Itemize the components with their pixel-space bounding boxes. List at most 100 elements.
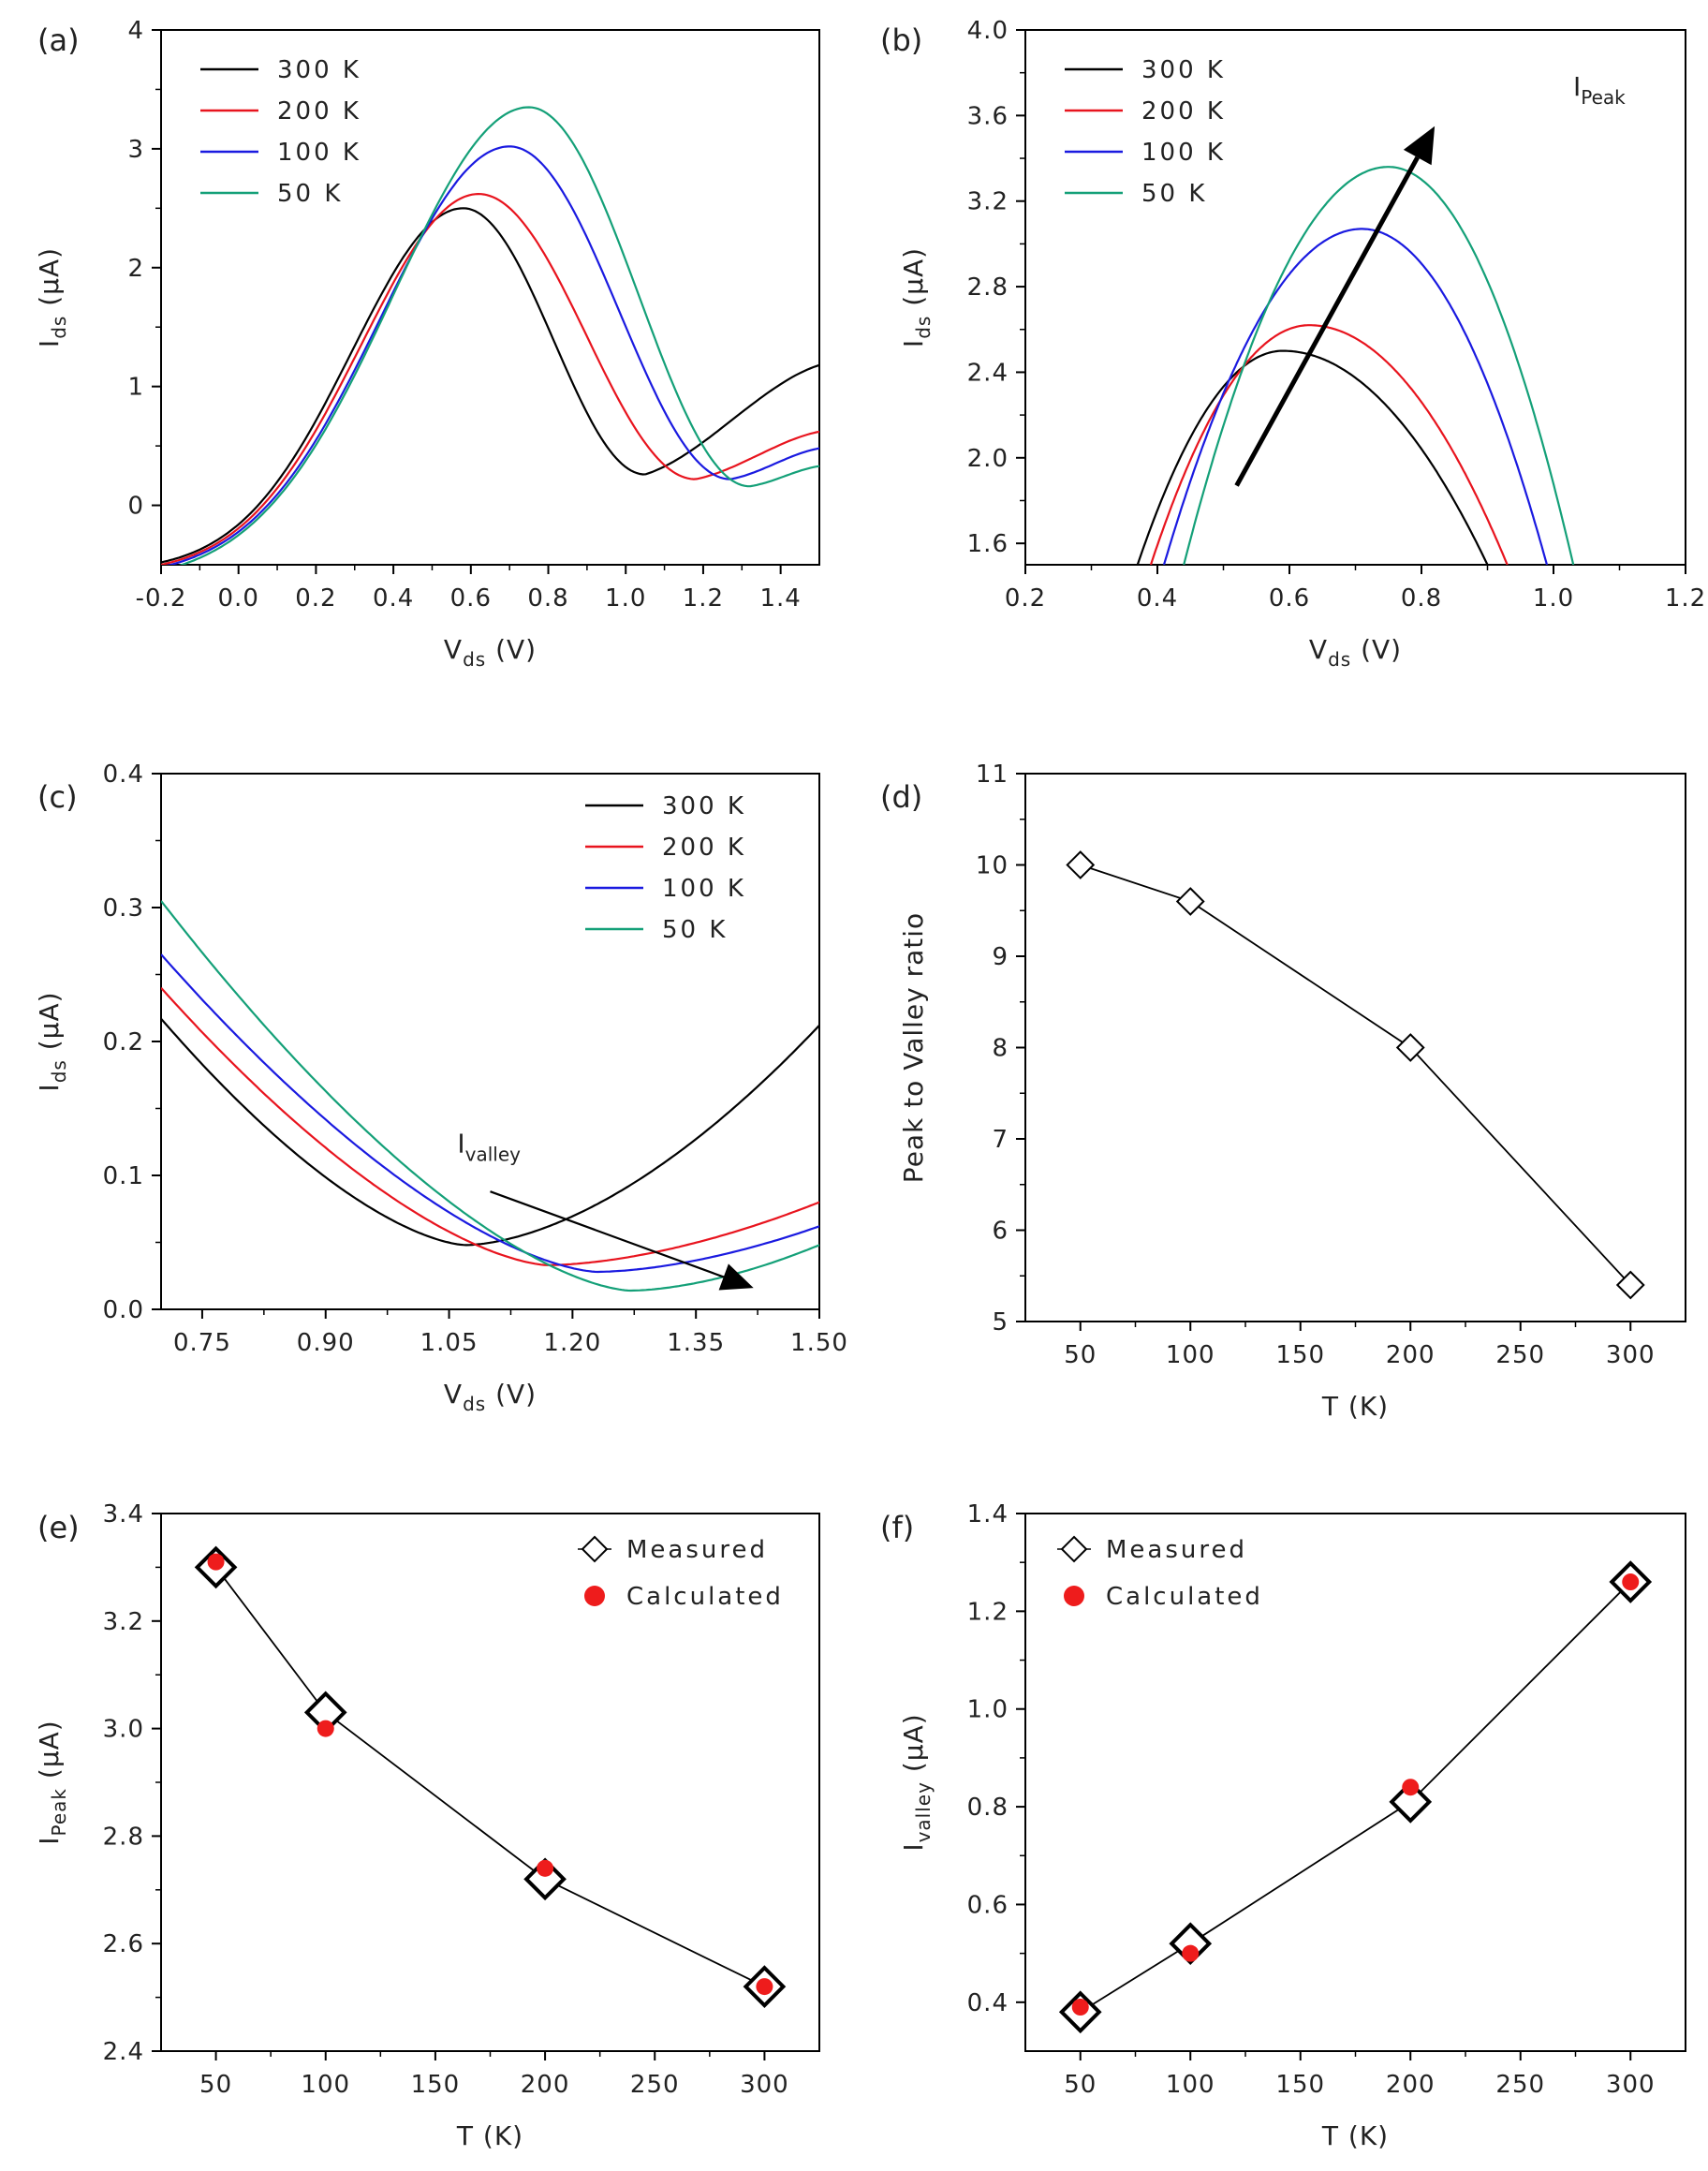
y-tick-label: 4.0 bbox=[967, 17, 1009, 45]
y-axis-label-sub: ds bbox=[48, 316, 70, 339]
series-line-100k bbox=[161, 953, 819, 1274]
x-axis-label: T (K) bbox=[1321, 2120, 1389, 2151]
y-tick-label: 0.3 bbox=[103, 894, 144, 923]
legend-label: 200 K bbox=[662, 834, 746, 862]
y-axis-label-main: I bbox=[898, 1842, 929, 1851]
x-axis-label-main: V bbox=[444, 634, 463, 665]
y-tick-label: 3 bbox=[127, 136, 144, 164]
series-line-200k bbox=[1149, 324, 1509, 565]
series-line-300k bbox=[161, 1017, 819, 1247]
annotation-sub: valley bbox=[465, 1144, 522, 1166]
measured-line bbox=[214, 1566, 765, 1987]
x-tick-label: 150 bbox=[1275, 1341, 1325, 1369]
plot-frame bbox=[1024, 773, 1686, 1322]
y-tick-label: 1 bbox=[127, 374, 144, 402]
measured-marker bbox=[523, 1857, 567, 1901]
y-axis-label: IPeak (μA) bbox=[34, 1720, 70, 1844]
x-tick-label: 1.2 bbox=[683, 584, 724, 613]
legend-label: 100 K bbox=[662, 875, 746, 903]
series-line-200k bbox=[161, 192, 819, 565]
x-axis-label-sub: ds bbox=[463, 648, 486, 671]
x-tick-label: 0.2 bbox=[1005, 584, 1046, 613]
series-line-100k bbox=[1162, 228, 1549, 565]
ratio-marker bbox=[1175, 887, 1205, 916]
y-axis-label-unit: (μA) bbox=[898, 247, 929, 316]
y-axis-label-sub: ds bbox=[912, 316, 935, 339]
series-line-300k bbox=[161, 207, 819, 564]
y-axis-label-sub: valley bbox=[912, 1781, 935, 1842]
annotation-arrowhead bbox=[718, 1263, 754, 1291]
legend-label: 100 K bbox=[277, 139, 361, 167]
x-tick-label: 0.0 bbox=[218, 584, 259, 613]
x-tick-label: 50 bbox=[199, 2071, 232, 2099]
y-tick-label: 0.8 bbox=[967, 1794, 1009, 1822]
panel-c: (c) 0.75 0.90 1.05 1.20 1.35 1.50 0.0 0.1 0.2 0.3 0… bbox=[34, 761, 847, 1415]
y-axis-label-main: I bbox=[898, 339, 929, 347]
x-axis-label-sub: ds bbox=[1328, 648, 1351, 671]
calculated-marker bbox=[1622, 1573, 1640, 1591]
x-tick-label: 0.8 bbox=[527, 584, 568, 613]
series-line-50k bbox=[1183, 166, 1575, 565]
x-tick-label: 1.4 bbox=[759, 584, 801, 613]
y-axis-label-unit: (μA) bbox=[34, 247, 65, 316]
x-axis-label: Vds (V) bbox=[444, 1379, 537, 1415]
legend-label: 200 K bbox=[1141, 97, 1226, 126]
panel-f: (f) 50 100 150 200 250 300 0.4 0.6 0.8 1.0 1.2 1.4 T … bbox=[880, 1500, 1686, 2151]
x-axis-label-unit: (V) bbox=[1351, 634, 1402, 665]
y-tick-label: 10 bbox=[976, 852, 1009, 880]
x-tick-label: 0.90 bbox=[297, 1329, 355, 1357]
y-tick-label: 0.0 bbox=[103, 1296, 144, 1324]
x-tick-label: 1.05 bbox=[420, 1329, 479, 1357]
x-axis-label: T (K) bbox=[1321, 1391, 1389, 1422]
y-tick-label: 11 bbox=[976, 761, 1009, 789]
legend-label: 200 K bbox=[277, 97, 361, 126]
plot-area bbox=[1080, 864, 1631, 1286]
annotation-arrow bbox=[1234, 155, 1420, 487]
x-tick-label: 0.6 bbox=[450, 584, 492, 613]
legend-swatch-measured bbox=[1060, 1535, 1088, 1563]
y-axis-label-main: I bbox=[34, 1836, 65, 1844]
y-tick-label: 2 bbox=[127, 255, 144, 283]
y-tick-label: 3.2 bbox=[967, 188, 1009, 216]
y-tick-label: 4 bbox=[127, 17, 144, 45]
x-tick-label: 150 bbox=[411, 2071, 461, 2099]
y-axis-label: Ivalley (μA) bbox=[898, 1713, 935, 1851]
y-tick-label: 3.2 bbox=[103, 1608, 144, 1636]
series-line-100k bbox=[166, 145, 819, 565]
x-tick-label: 1.20 bbox=[543, 1329, 601, 1357]
x-tick-label: 1.0 bbox=[605, 584, 646, 613]
y-axis-label-main: I bbox=[34, 1083, 65, 1091]
y-axis-label: Peak to Valley ratio bbox=[898, 912, 929, 1183]
panel-e: (e) 50 100 150 200 250 300 2.4 2.6 2.8 3.0 3.2 3.4 T … bbox=[34, 1500, 820, 2151]
y-tick-label: 8 bbox=[992, 1035, 1009, 1063]
y-tick-label: 1.2 bbox=[967, 1598, 1009, 1626]
x-axis-label-main: V bbox=[444, 1379, 463, 1410]
panel-label: (c) bbox=[37, 779, 78, 815]
calculated-marker bbox=[756, 1978, 773, 1996]
panel-label: (a) bbox=[37, 22, 80, 58]
y-tick-label: 1.4 bbox=[967, 1500, 1009, 1529]
legend-label-measured: Measured bbox=[626, 1536, 768, 1564]
plot-frame bbox=[1024, 29, 1686, 566]
y-tick-label: 5 bbox=[992, 1308, 1009, 1337]
ratio-marker bbox=[1066, 850, 1096, 879]
annotation-arrow bbox=[490, 1190, 725, 1278]
x-axis-label-main: V bbox=[1309, 634, 1328, 665]
x-tick-label: 100 bbox=[1166, 2071, 1215, 2099]
plot-frame bbox=[160, 29, 820, 566]
x-tick-label: 0.75 bbox=[173, 1329, 231, 1357]
y-axis-label-unit: (μA) bbox=[34, 1720, 65, 1788]
y-tick-label: 2.8 bbox=[967, 273, 1009, 302]
annotation-main: I bbox=[1573, 71, 1581, 102]
calculated-marker bbox=[1402, 1779, 1420, 1796]
annotation-label: IPeak bbox=[1573, 71, 1626, 109]
legend-label: 300 K bbox=[662, 792, 746, 820]
x-tick-label: 0.2 bbox=[295, 584, 336, 613]
series-line-50k bbox=[178, 106, 819, 565]
y-axis-label: Ids (μA) bbox=[34, 991, 70, 1091]
series-line-300k bbox=[1136, 349, 1489, 565]
y-tick-label: 7 bbox=[992, 1126, 1009, 1154]
y-axis-label: Ids (μA) bbox=[34, 247, 70, 347]
